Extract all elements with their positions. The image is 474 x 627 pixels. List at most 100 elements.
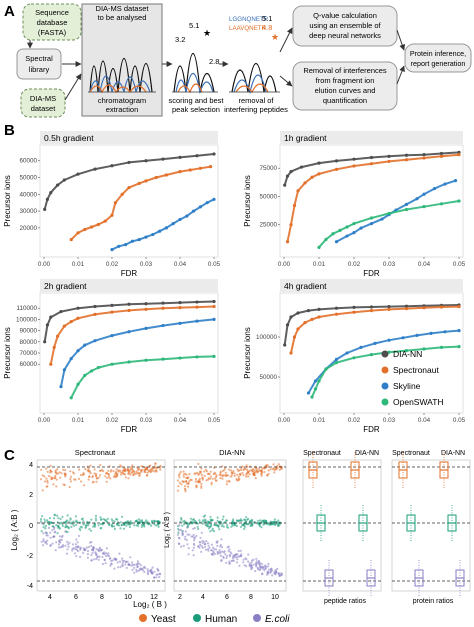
ratio-point-yeast xyxy=(237,479,240,482)
fdr-point-skyline xyxy=(306,391,311,395)
ratio-point-e-coli xyxy=(82,551,85,555)
ratio-point-human xyxy=(61,524,64,528)
ratio-point-yeast xyxy=(229,475,232,478)
fdr-point-spectronaut xyxy=(154,175,158,180)
ratio-point-e-coli xyxy=(206,542,210,545)
ratio-point-e-coli xyxy=(231,559,234,562)
ratio-point-yeast xyxy=(209,470,212,473)
ratio-point-yeast xyxy=(211,477,214,480)
ratio-point-human xyxy=(113,527,116,531)
ratio-point-e-coli xyxy=(58,535,62,538)
ratio-point-human xyxy=(182,523,186,526)
ratio-point-yeast xyxy=(99,474,102,477)
fdr-panel-strip xyxy=(280,131,463,144)
ratio-point-e-coli xyxy=(67,545,70,548)
ratio-point-human xyxy=(124,521,127,524)
ratio-point-human xyxy=(232,518,235,521)
ratio-point-e-coli xyxy=(255,560,258,563)
dia-ms-dataset-box: DIA-MS dataset xyxy=(20,88,66,118)
ratio-point-e-coli xyxy=(199,543,202,546)
legend-label-yeast: Yeast xyxy=(151,614,176,625)
ratio-point-human xyxy=(110,518,113,521)
ratio-point-e-coli xyxy=(228,560,231,563)
ratio-point-yeast xyxy=(245,464,248,467)
ratio-xlabel: Log₂ ( B ) xyxy=(133,600,167,609)
ratio-point-yeast xyxy=(109,477,112,480)
ratio-point-e-coli xyxy=(191,549,194,552)
fdr-point-dia-nn xyxy=(178,301,182,305)
ratio-point-yeast xyxy=(50,478,53,481)
ratio-point-e-coli xyxy=(201,542,204,545)
fdr-x-tick-label: 0.03 xyxy=(383,417,396,424)
fdr-point-dia-nn xyxy=(45,323,50,327)
fdr-x-tick-label: 0.00 xyxy=(278,417,291,424)
ratio-point-human xyxy=(180,517,183,520)
ratio-point-yeast xyxy=(78,468,81,471)
peak-score-1: 3.2 xyxy=(175,35,185,44)
ratio-point-e-coli xyxy=(210,543,213,546)
ratio-point-human xyxy=(44,527,47,530)
ratio-point-human xyxy=(239,525,243,529)
ratio-point-human xyxy=(59,517,62,521)
ratio-point-yeast xyxy=(227,468,230,471)
ratio-point-human xyxy=(155,524,158,527)
ratio-point-yeast xyxy=(184,485,187,488)
ratio-point-e-coli xyxy=(125,566,128,570)
fdr-series-spectronaut xyxy=(285,153,461,244)
fdr-y-tick-label: 70000 xyxy=(19,350,37,357)
ratio-x-tick-m-6: 6 xyxy=(225,594,229,601)
ratio-point-e-coli xyxy=(213,548,216,551)
fdr-point-openswath xyxy=(310,395,314,399)
ratio-point-e-coli xyxy=(42,538,45,541)
ratio-point-yeast xyxy=(209,477,212,480)
ratio-point-human xyxy=(56,532,59,535)
ratio-point-human xyxy=(190,520,193,523)
fdr-point-openswath xyxy=(212,354,216,358)
ratio-point-human xyxy=(121,515,124,518)
legend-dot-openswath xyxy=(381,398,389,406)
fdr-point-spectronaut xyxy=(369,309,374,313)
ratio-point-yeast xyxy=(188,473,191,476)
ratio-point-e-coli xyxy=(199,536,202,539)
ratio-x-tick-l-4: 4 xyxy=(48,594,52,601)
ratio-point-human xyxy=(142,524,145,527)
ratio-point-yeast xyxy=(182,473,185,476)
fdr-point-spectronaut xyxy=(120,192,124,196)
spectral-library-line-1: Spectral xyxy=(25,54,53,63)
ratio-point-e-coli xyxy=(47,526,51,530)
ratio-point-human xyxy=(73,524,76,527)
box-title-dia-nn-peptide: DIA-NN xyxy=(355,450,379,457)
ratio-point-yeast xyxy=(87,478,90,481)
ratio-point-yeast xyxy=(149,470,152,474)
ratio-point-e-coli xyxy=(266,565,270,568)
ratio-point-human xyxy=(55,524,58,527)
ratio-point-e-coli xyxy=(200,550,203,554)
fdr-point-dia-nn xyxy=(56,183,60,187)
ratio-point-yeast xyxy=(41,474,44,477)
fdr-y-tick-label: 50000 xyxy=(259,193,277,200)
fdr-point-spectronaut xyxy=(161,306,165,310)
fdr-point-openswath xyxy=(178,356,182,360)
ratio-point-yeast xyxy=(107,469,110,472)
ratio-point-e-coli xyxy=(137,569,140,572)
fdr-point-skyline xyxy=(171,222,175,226)
fdr-point-dia-nn xyxy=(212,152,216,156)
ratio-point-human xyxy=(210,519,213,522)
fdr-point-skyline xyxy=(429,331,433,335)
ratio-point-e-coli xyxy=(49,544,52,547)
spectral-library-box: Spectral library xyxy=(16,48,62,80)
ratio-point-e-coli xyxy=(75,555,78,558)
ratio-point-e-coli xyxy=(91,551,94,554)
ratio-point-yeast xyxy=(210,483,213,486)
ratio-point-human xyxy=(241,523,244,527)
ratio-point-human xyxy=(128,525,131,529)
ratio-point-e-coli xyxy=(60,535,64,539)
fdr-legend: DIA-NN Spectronaut Skyline OpenSWATH xyxy=(381,349,444,407)
ratio-point-human xyxy=(221,523,224,526)
ratio-point-e-coli xyxy=(54,530,57,533)
qvalue-line-3: deep neural networks xyxy=(309,31,381,40)
removal-step: LGGNQNETR LAAVQNETR 5.1 4.8 ★ removal of… xyxy=(224,14,288,114)
fdr-point-spectronaut xyxy=(137,181,141,185)
ratio-point-e-coli xyxy=(225,556,228,560)
fdr-series-dia-nn xyxy=(43,299,216,344)
